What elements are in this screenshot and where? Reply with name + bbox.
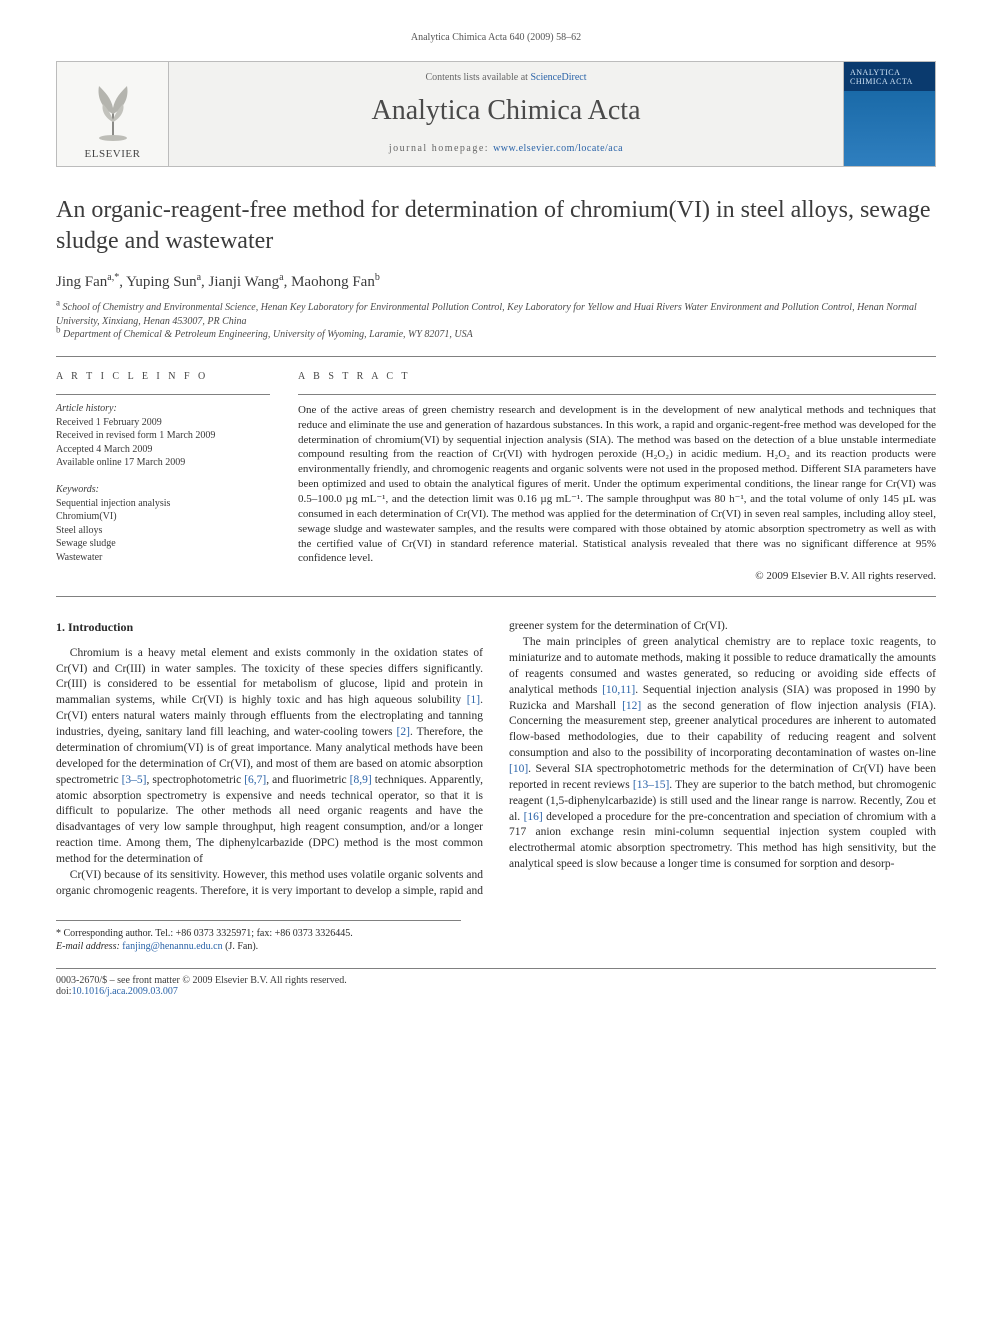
masthead-center: Contents lists available at ScienceDirec…: [169, 62, 843, 166]
journal-masthead: ELSEVIER Contents lists available at Sci…: [56, 61, 936, 167]
elsevier-tree-icon: [83, 74, 143, 144]
history-label: Article history:: [56, 403, 270, 414]
author-list: Jing Fana,*, Yuping Suna, Jianji Wanga, …: [56, 274, 936, 291]
doi-link[interactable]: 10.1016/j.aca.2009.03.007: [72, 986, 178, 997]
history-line: Received 1 February 2009: [56, 416, 270, 430]
homepage-link[interactable]: www.elsevier.com/locate/aca: [493, 143, 623, 154]
ref-link[interactable]: [1]: [467, 694, 480, 706]
affiliation-line: a School of Chemistry and Environmental …: [56, 301, 936, 328]
legal-footer: 0003-2670/$ – see front matter © 2009 El…: [56, 968, 936, 997]
history-line: Received in revised form 1 March 2009: [56, 429, 270, 443]
section-heading: 1. Introduction: [56, 619, 483, 636]
corr-email-suffix: (J. Fan).: [223, 941, 259, 952]
ref-link[interactable]: [10,11]: [602, 684, 635, 696]
article-info: A R T I C L E I N F O Article history: R…: [56, 371, 270, 582]
publisher-name: ELSEVIER: [85, 148, 141, 160]
journal-cover-thumb: ANALYTICA CHIMICA ACTA: [843, 62, 935, 166]
ref-link[interactable]: [16]: [524, 811, 543, 823]
abstract: A B S T R A C T One of the active areas …: [298, 371, 936, 582]
doi-prefix: doi:: [56, 986, 72, 997]
ref-link[interactable]: [2]: [397, 726, 410, 738]
ref-link[interactable]: [10]: [509, 763, 528, 775]
divider: [298, 394, 936, 395]
keyword-line: Sequential injection analysis: [56, 497, 270, 511]
doi-line: doi:10.1016/j.aca.2009.03.007: [56, 986, 347, 997]
ref-link[interactable]: [12]: [622, 700, 641, 712]
abstract-text: One of the active areas of green chemist…: [298, 403, 936, 566]
homepage-prefix: journal homepage:: [389, 143, 493, 154]
keyword-line: Chromium(VI): [56, 510, 270, 524]
abstract-copyright: © 2009 Elsevier B.V. All rights reserved…: [298, 570, 936, 582]
corr-email-prefix: E-mail address:: [56, 941, 122, 952]
journal-homepage: journal homepage: www.elsevier.com/locat…: [179, 143, 833, 154]
keyword-line: Wastewater: [56, 551, 270, 565]
body-paragraph: The main principles of green analytical …: [509, 635, 936, 873]
journal-title: Analytica Chimica Acta: [179, 95, 833, 127]
ref-link[interactable]: [3–5]: [122, 774, 147, 786]
front-matter: 0003-2670/$ – see front matter © 2009 El…: [56, 975, 347, 986]
cover-caption: ANALYTICA CHIMICA ACTA: [850, 68, 935, 86]
ref-link[interactable]: [6,7]: [244, 774, 266, 786]
history-line: Available online 17 March 2009: [56, 456, 270, 470]
keyword-line: Sewage sludge: [56, 537, 270, 551]
affiliation-line: b Department of Chemical & Petroleum Eng…: [56, 328, 936, 342]
corr-email-link[interactable]: fanjing@henannu.edu.cn: [122, 941, 222, 952]
article-info-head: A R T I C L E I N F O: [56, 371, 270, 382]
contents-prefix: Contents lists available at: [425, 72, 530, 83]
sciencedirect-link[interactable]: ScienceDirect: [530, 72, 586, 83]
footnotes: * Corresponding author. Tel.: +86 0373 3…: [56, 920, 936, 997]
keyword-line: Steel alloys: [56, 524, 270, 538]
divider: [56, 596, 936, 597]
ref-link[interactable]: [8,9]: [350, 774, 372, 786]
contents-line: Contents lists available at ScienceDirec…: [179, 72, 833, 83]
body-paragraph: Chromium is a heavy metal element and ex…: [56, 646, 483, 868]
history-line: Accepted 4 March 2009: [56, 443, 270, 457]
corr-line-1: * Corresponding author. Tel.: +86 0373 3…: [56, 927, 461, 941]
abstract-head: A B S T R A C T: [298, 371, 936, 382]
corr-line-2: E-mail address: fanjing@henannu.edu.cn (…: [56, 940, 461, 954]
running-head: Analytica Chimica Acta 640 (2009) 58–62: [56, 32, 936, 43]
divider: [56, 394, 270, 395]
corresponding-author: * Corresponding author. Tel.: +86 0373 3…: [56, 920, 461, 954]
article-body: 1. Introduction Chromium is a heavy meta…: [56, 619, 936, 899]
publisher-mark: ELSEVIER: [57, 62, 169, 166]
ref-link[interactable]: [13–15]: [633, 779, 669, 791]
keywords-label: Keywords:: [56, 484, 270, 495]
article-title: An organic-reagent-free method for deter…: [56, 195, 936, 256]
affiliations: a School of Chemistry and Environmental …: [56, 301, 936, 342]
